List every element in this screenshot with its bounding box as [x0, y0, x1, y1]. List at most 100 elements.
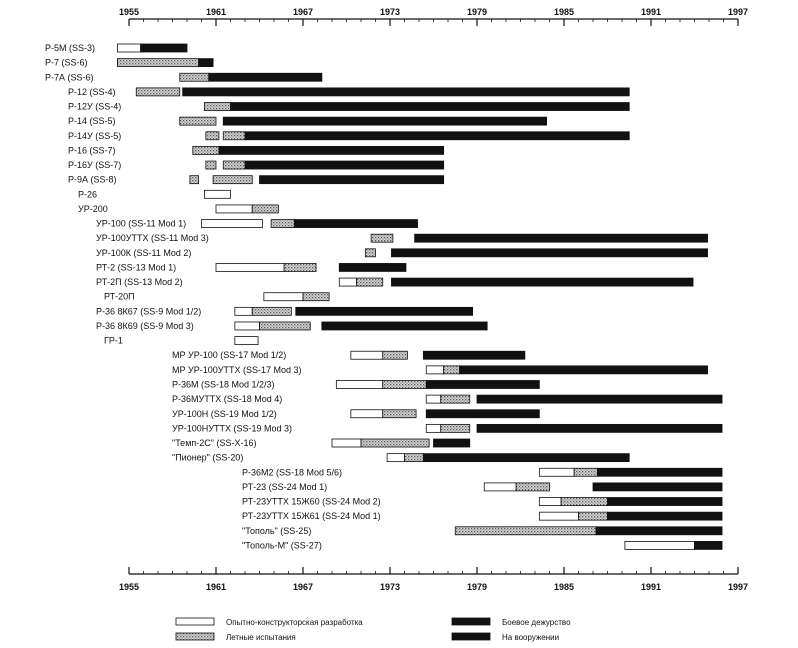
bar-segment-dev	[331, 438, 362, 448]
bar-segment-service	[422, 350, 526, 360]
bar-segment-service	[422, 453, 630, 463]
row-label: "Тополь-М" (SS-27)	[242, 540, 322, 550]
legend-swatch	[175, 632, 215, 641]
bar-segment-test	[454, 526, 597, 536]
bar-segment-dev	[215, 204, 253, 214]
tick-label: 1991	[641, 582, 661, 592]
bar-segment-test	[364, 248, 376, 258]
rows-group: Р-5М (SS-3) Р-7 (SS-6) Р-7А (SS-6) Р-12 (SS…	[45, 43, 723, 550]
bar-segment-service	[391, 277, 694, 287]
tick-label: 1997	[728, 582, 748, 592]
bar-segment-service	[391, 248, 708, 258]
tick-label: 1955	[119, 7, 139, 17]
row-label: Р-5М (SS-3)	[45, 43, 95, 53]
row-label: МР УР-100 (SS-17 Mod 1/2)	[172, 350, 286, 360]
bar-segment-service	[222, 116, 548, 126]
legend-label: На вооружении	[502, 633, 559, 642]
bar-segment-dev	[338, 277, 358, 287]
bar-segment-test	[222, 160, 246, 170]
chart-row: РТ-2П (SS-13 Mod 2)	[96, 277, 694, 287]
bar-segment-dev	[335, 380, 384, 389]
row-label: УР-100К (SS-11 Mod 2)	[96, 248, 191, 258]
row-label: МР УР-100УТТХ (SS-17 Mod 3)	[172, 365, 301, 375]
row-label: Р-7 (SS-6)	[45, 58, 88, 68]
bar-segment-service	[208, 72, 323, 82]
bar-segment-service	[259, 175, 445, 185]
row-label: УР-100НУТТХ (SS-19 Mod 3)	[172, 423, 292, 433]
tick-label: 1991	[641, 7, 661, 17]
legend-swatch	[451, 632, 491, 641]
legend-item-dev: Опытно-конструкторская разработка	[175, 617, 363, 627]
row-label: РТ-2П (SS-13 Mod 2)	[96, 277, 183, 287]
bar-segment-test	[443, 365, 460, 375]
bar-segment-test	[360, 438, 430, 448]
bar-segment-service	[595, 526, 723, 536]
chart-row: УР-100К (SS-11 Mod 2)	[96, 248, 708, 258]
chart-row: Р-7А (SS-6)	[45, 72, 323, 82]
chart-row: УР-100УТТХ (SS-11 Mod 3)	[96, 233, 708, 243]
chart-row: Р-12У (SS-4)	[68, 102, 630, 112]
bar-segment-service	[596, 467, 723, 477]
bar-segment-test	[205, 131, 220, 141]
bottom-axis: 1955 1961 1967 1973 1979 1985 1991 1997	[119, 567, 748, 592]
legend-label: Летные испытания	[226, 633, 296, 642]
bar-segment-dev	[215, 263, 285, 272]
bar-segment-service	[476, 394, 723, 404]
row-label: Р-36МУТТХ (SS-18 Mod 4)	[172, 394, 282, 404]
chart-row: РТ-2 (SS-13 Mod 1)	[96, 262, 407, 272]
tick-label: 1985	[554, 7, 574, 17]
bar-segment-test	[370, 233, 394, 243]
row-label: Р-12 (SS-4)	[68, 87, 116, 97]
bar-segment-test	[404, 453, 424, 463]
legend-swatch	[175, 617, 215, 626]
row-label: "Пионер" (SS-20)	[172, 453, 243, 463]
chart-row: "Тополь-М" (SS-27)	[242, 540, 723, 550]
chart-row: РТ-20П	[104, 292, 330, 302]
bar-segment-test	[212, 175, 253, 185]
row-label: "Темп-2С" (SS-X-16)	[172, 438, 256, 448]
bar-segment-dev	[234, 321, 260, 331]
bar-segment-test	[382, 350, 408, 360]
row-label: Р-36 8К69 (SS-9 Mod 3)	[96, 321, 194, 331]
bar-segment-test	[515, 482, 550, 492]
bar-segment-service	[198, 58, 214, 68]
chart-row: "Пионер" (SS-20)	[172, 453, 630, 463]
bar-segment-dev	[234, 336, 259, 346]
bar-segment-service	[140, 43, 188, 53]
bar-segment-test	[440, 423, 471, 433]
chart-row: Р-9А (SS-8)	[68, 175, 445, 185]
bar-segment-service	[321, 321, 488, 331]
bar-segment-test	[251, 306, 292, 316]
legend-item-service: На вооружении	[451, 632, 559, 642]
chart-row: Р-36 8К67 (SS-9 Mod 1/2)	[96, 306, 474, 316]
chart-row: Р-12 (SS-4)	[68, 87, 630, 97]
bar-segment-service	[476, 423, 723, 433]
bar-segment-dev	[538, 511, 579, 521]
row-label: Р-7А (SS-6)	[45, 72, 94, 82]
legend-label: Боевое дежурство	[502, 618, 571, 627]
chart-row: УР-100 (SS-11 Mod 1)	[96, 219, 418, 229]
bar-segment-test	[192, 146, 220, 155]
bar-segment-dev	[538, 467, 575, 477]
chart-row: Р-16У (SS-7)	[68, 160, 445, 170]
bar-segment-service	[182, 87, 630, 97]
chart-row: Р-36МУТТХ (SS-18 Mod 4)	[172, 394, 723, 404]
bar-segment-dev	[350, 409, 384, 419]
chart-row: МР УР-100УТТХ (SS-17 Mod 3)	[172, 365, 708, 375]
legend-swatch	[451, 617, 491, 626]
bar-segment-dev	[425, 394, 442, 404]
chart-row: Р-26	[78, 189, 231, 199]
tick-label: 1955	[119, 582, 139, 592]
row-label: Р-36М (SS-18 Mod 1/2/3)	[172, 379, 275, 389]
bar-segment-service	[293, 219, 418, 228]
bar-segment-service	[414, 233, 708, 243]
chart-row: МР УР-100 (SS-17 Mod 1/2)	[172, 350, 526, 360]
bar-segment-test	[302, 292, 330, 302]
bar-segment-test	[560, 497, 608, 506]
row-label: УР-100 (SS-11 Mod 1)	[96, 219, 186, 229]
row-label: УР-200	[78, 204, 108, 214]
chart-row: РТ-23УТТХ 15Ж60 (SS-24 Mod 2)	[242, 497, 723, 507]
row-label: РТ-23 (SS-24 Mod 1)	[242, 482, 327, 492]
row-label: УР-100Н (SS-19 Mod 1/2)	[172, 409, 277, 419]
